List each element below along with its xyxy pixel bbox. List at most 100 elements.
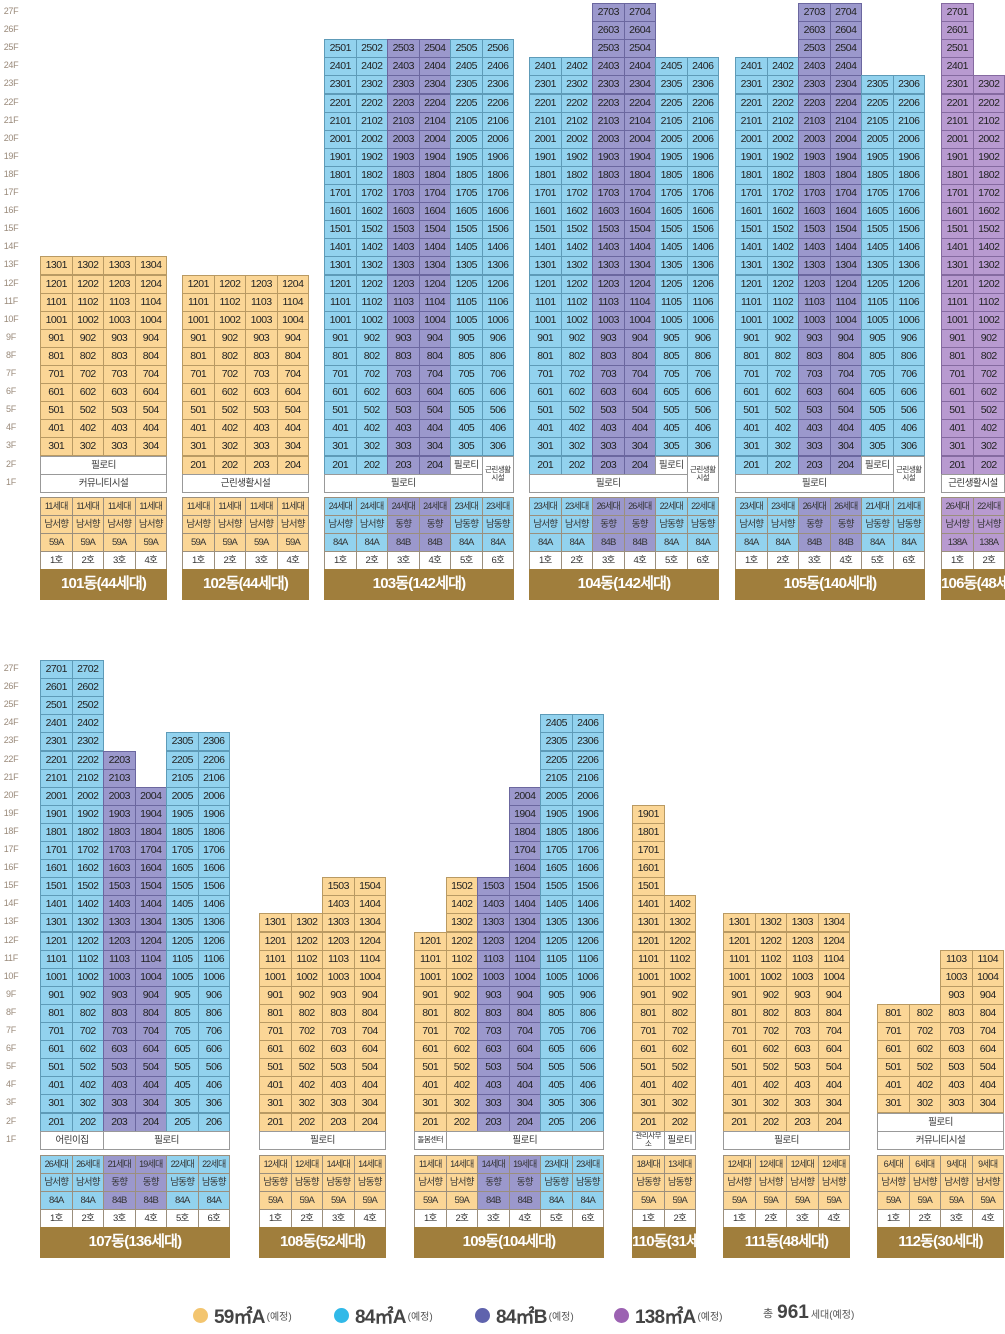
- unit-cell[interactable]: 904: [134, 985, 167, 1005]
- unit-cell[interactable]: 602: [355, 383, 388, 403]
- unit-cell[interactable]: 2701: [941, 3, 974, 23]
- unit-cell[interactable]: 1405: [450, 238, 483, 258]
- unit-cell[interactable]: 1604: [508, 859, 541, 879]
- unit-cell[interactable]: 303: [322, 1094, 355, 1114]
- unit-cell[interactable]: 305: [655, 437, 688, 457]
- unit-cell[interactable]: 1601: [941, 202, 974, 222]
- unit-cell[interactable]: 1401: [529, 238, 562, 258]
- unit-cell[interactable]: 1004: [276, 310, 309, 330]
- unit-cell[interactable]: 1805: [540, 822, 573, 842]
- unit-cell[interactable]: 301: [40, 1094, 73, 1114]
- unit-cell[interactable]: 2005: [166, 786, 199, 806]
- unit-cell[interactable]: 1802: [71, 822, 104, 842]
- unit-cell[interactable]: 403: [940, 1076, 973, 1096]
- unit-cell[interactable]: 605: [450, 383, 483, 403]
- unit-cell[interactable]: 1305: [655, 256, 688, 276]
- unit-cell[interactable]: 802: [754, 1003, 787, 1023]
- unit-cell[interactable]: 1906: [892, 147, 925, 167]
- unit-cell[interactable]: 1806: [197, 822, 230, 842]
- unit-cell[interactable]: 704: [418, 365, 451, 385]
- unit-cell[interactable]: 1105: [540, 949, 573, 969]
- unit-cell[interactable]: 603: [592, 383, 625, 403]
- unit-cell[interactable]: 501: [877, 1058, 910, 1078]
- unit-cell[interactable]: 1902: [766, 147, 799, 167]
- unit-cell[interactable]: 904: [134, 328, 167, 348]
- unit-cell[interactable]: 902: [560, 328, 593, 348]
- unit-cell[interactable]: 1204: [276, 274, 309, 294]
- unit-cell[interactable]: 303: [940, 1094, 973, 1114]
- unit-cell[interactable]: 502: [355, 401, 388, 421]
- unit-cell[interactable]: 905: [540, 985, 573, 1005]
- unit-cell[interactable]: 1001: [723, 967, 756, 987]
- unit-cell[interactable]: 1403: [103, 895, 136, 915]
- unit-cell[interactable]: 601: [877, 1040, 910, 1060]
- unit-cell[interactable]: 205: [166, 1112, 199, 1132]
- unit-cell[interactable]: 1605: [861, 202, 894, 222]
- unit-cell[interactable]: 504: [817, 1058, 850, 1078]
- unit-cell[interactable]: 1304: [134, 256, 167, 276]
- unit-cell[interactable]: 1101: [723, 949, 756, 969]
- unit-cell[interactable]: 705: [861, 365, 894, 385]
- unit-cell[interactable]: 1005: [450, 310, 483, 330]
- unit-cell[interactable]: 902: [290, 985, 323, 1005]
- unit-cell[interactable]: 2101: [735, 111, 768, 131]
- unit-cell[interactable]: 1801: [632, 822, 665, 842]
- unit-cell[interactable]: 1006: [197, 967, 230, 987]
- unit-cell[interactable]: 1201: [182, 274, 215, 294]
- unit-cell[interactable]: 603: [798, 383, 831, 403]
- unit-cell[interactable]: 2404: [829, 57, 862, 77]
- unit-cell[interactable]: 2402: [71, 714, 104, 734]
- unit-cell[interactable]: 201: [735, 455, 768, 475]
- unit-cell[interactable]: 1202: [754, 931, 787, 951]
- unit-cell[interactable]: 1601: [529, 202, 562, 222]
- unit-cell[interactable]: 1002: [663, 967, 696, 987]
- unit-cell[interactable]: 1404: [418, 238, 451, 258]
- unit-cell[interactable]: 2006: [481, 129, 514, 149]
- unit-cell[interactable]: 1705: [450, 184, 483, 204]
- unit-cell[interactable]: 2004: [418, 129, 451, 149]
- unit-cell[interactable]: 505: [540, 1058, 573, 1078]
- unit-cell[interactable]: 1203: [798, 274, 831, 294]
- unit-cell[interactable]: 904: [971, 985, 1004, 1005]
- unit-cell[interactable]: 201: [632, 1112, 665, 1132]
- unit-cell[interactable]: 2201: [529, 93, 562, 113]
- unit-cell[interactable]: 1705: [166, 841, 199, 861]
- unit-cell[interactable]: 1804: [134, 822, 167, 842]
- unit-cell[interactable]: 2304: [418, 75, 451, 95]
- unit-cell[interactable]: 1202: [290, 931, 323, 951]
- unit-cell[interactable]: 2403: [798, 57, 831, 77]
- unit-cell[interactable]: 2602: [71, 678, 104, 698]
- unit-cell[interactable]: 2506: [481, 39, 514, 59]
- unit-cell[interactable]: 1102: [355, 292, 388, 312]
- unit-cell[interactable]: 1706: [571, 841, 604, 861]
- unit-cell[interactable]: 1901: [324, 147, 357, 167]
- unit-cell[interactable]: 602: [290, 1040, 323, 1060]
- unit-cell[interactable]: 1405: [655, 238, 688, 258]
- unit-cell[interactable]: 1405: [540, 895, 573, 915]
- unit-cell[interactable]: 1302: [663, 913, 696, 933]
- unit-cell[interactable]: 2002: [71, 786, 104, 806]
- unit-cell[interactable]: 2206: [686, 93, 719, 113]
- unit-cell[interactable]: 705: [450, 365, 483, 385]
- unit-cell[interactable]: 901: [40, 328, 73, 348]
- unit-cell[interactable]: 601: [259, 1040, 292, 1060]
- unit-cell[interactable]: 703: [103, 365, 136, 385]
- unit-cell[interactable]: 1704: [829, 184, 862, 204]
- unit-cell[interactable]: 401: [735, 419, 768, 439]
- unit-cell[interactable]: 606: [197, 1040, 230, 1060]
- unit-cell[interactable]: 1101: [40, 949, 73, 969]
- unit-cell[interactable]: 604: [418, 383, 451, 403]
- unit-cell[interactable]: 1102: [71, 949, 104, 969]
- unit-cell[interactable]: 1101: [40, 292, 73, 312]
- unit-cell[interactable]: 1202: [213, 274, 246, 294]
- unit-cell[interactable]: 705: [166, 1022, 199, 1042]
- unit-cell[interactable]: 901: [632, 985, 665, 1005]
- unit-cell[interactable]: 1502: [355, 220, 388, 240]
- unit-cell[interactable]: 1903: [798, 147, 831, 167]
- unit-cell[interactable]: 805: [166, 1003, 199, 1023]
- unit-cell[interactable]: 2202: [560, 93, 593, 113]
- unit-cell[interactable]: 802: [560, 346, 593, 366]
- unit-cell[interactable]: 1801: [324, 165, 357, 185]
- unit-cell[interactable]: 305: [450, 437, 483, 457]
- unit-cell[interactable]: 806: [892, 346, 925, 366]
